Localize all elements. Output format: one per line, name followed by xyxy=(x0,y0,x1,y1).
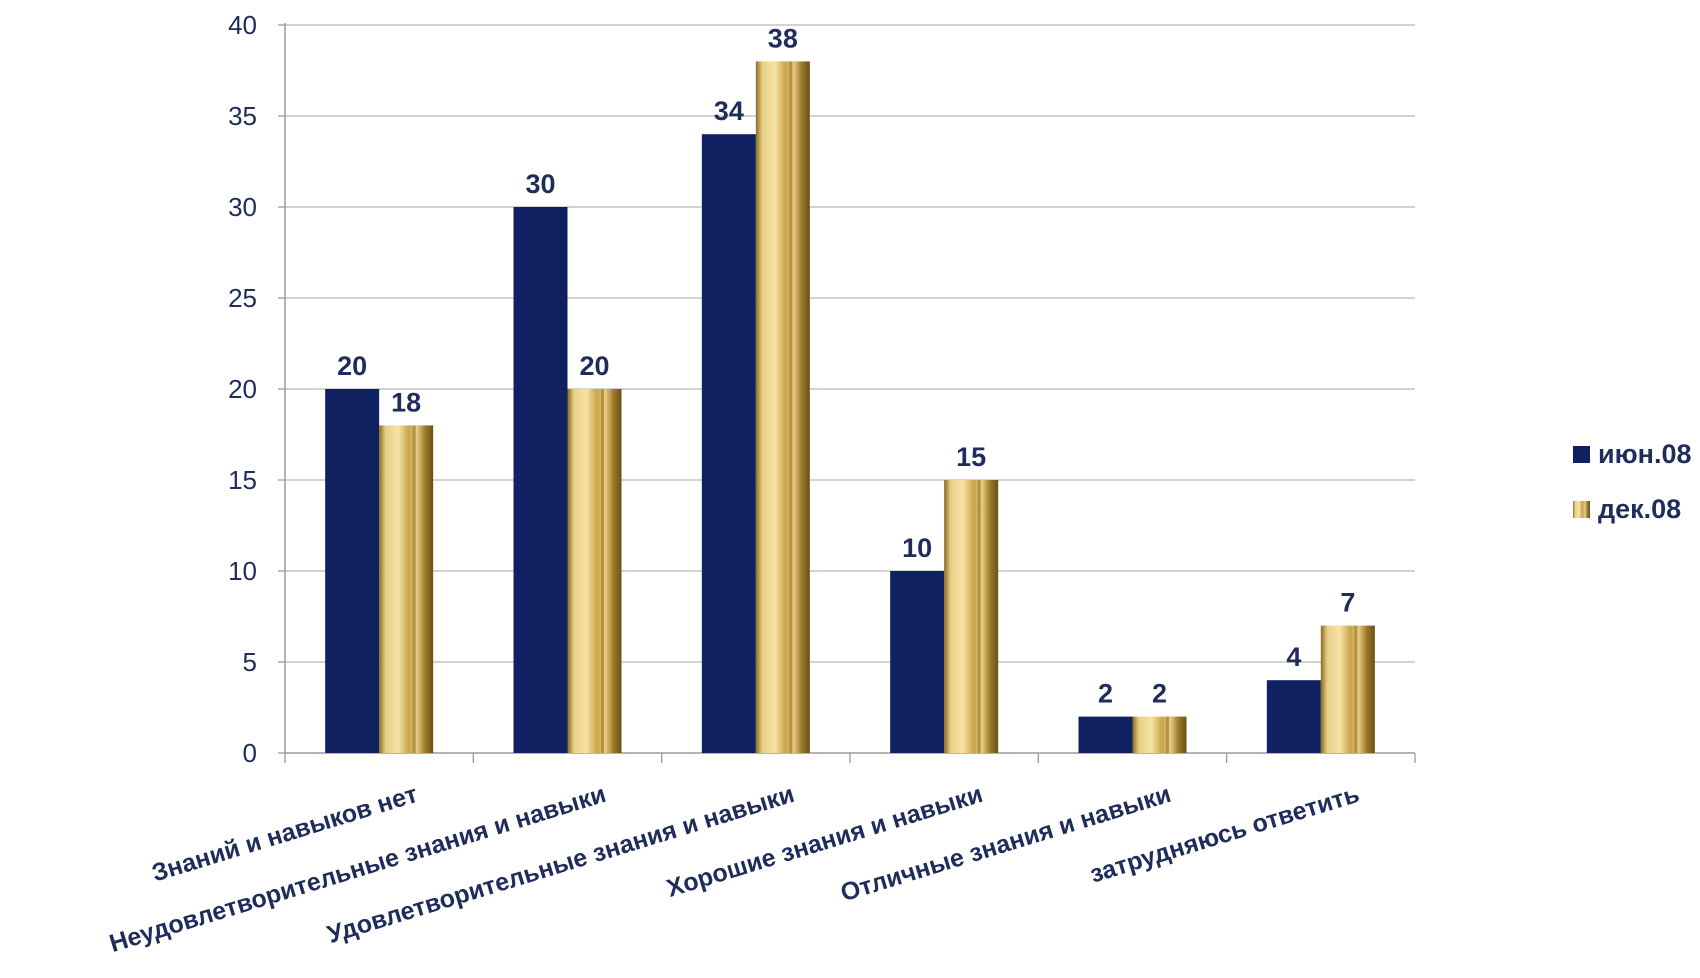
bar-dec08 xyxy=(755,61,810,753)
bar-jun08 xyxy=(1078,716,1133,753)
bar-highlight xyxy=(1354,625,1358,753)
y-tick-label: 5 xyxy=(243,647,257,677)
bar-dec08 xyxy=(944,480,999,753)
bar-jun08 xyxy=(1266,680,1321,753)
bar-highlight xyxy=(789,61,793,753)
legend-label: дек.08 xyxy=(1598,494,1681,524)
category-label: Хорошие знания и навыки xyxy=(664,780,986,903)
data-label: 20 xyxy=(579,351,609,381)
data-label: 2 xyxy=(1098,679,1113,709)
legend-label: июн.08 xyxy=(1598,439,1692,469)
bar-jun08 xyxy=(890,571,945,753)
data-label: 18 xyxy=(391,387,421,417)
bar-highlight xyxy=(977,480,981,753)
bar-dec08 xyxy=(567,389,622,753)
bar-jun08 xyxy=(701,134,756,753)
gridlines xyxy=(285,24,1415,663)
bar-dec08 xyxy=(379,425,434,753)
category-labels: Знаний и навыков нетНеудовлетворительные… xyxy=(106,780,1362,958)
y-tick-label: 35 xyxy=(228,101,257,131)
bars xyxy=(325,61,1375,753)
y-tick-label: 10 xyxy=(228,556,257,586)
data-label: 15 xyxy=(956,442,986,472)
y-tick-label: 25 xyxy=(228,283,257,313)
bar-jun08 xyxy=(513,207,568,753)
bar-highlight xyxy=(600,389,604,753)
y-tick-label: 30 xyxy=(228,192,257,222)
data-label: 2 xyxy=(1152,679,1167,709)
y-tick-label: 15 xyxy=(228,465,257,495)
y-tick-label: 0 xyxy=(243,738,257,768)
legend-swatch xyxy=(1573,446,1590,463)
bar-dec08 xyxy=(1132,716,1187,753)
data-label: 20 xyxy=(337,351,367,381)
data-label: 38 xyxy=(768,23,798,53)
bar-highlight xyxy=(412,425,416,753)
data-label: 34 xyxy=(714,96,744,126)
bar-dec08 xyxy=(1320,625,1375,753)
y-tick-label: 40 xyxy=(228,10,257,40)
data-label: 7 xyxy=(1340,588,1355,618)
y-tick-label: 20 xyxy=(228,374,257,404)
legend: июн.08 дек.08 xyxy=(1573,439,1692,524)
data-label: 4 xyxy=(1286,642,1301,672)
bar-highlight xyxy=(1165,716,1169,753)
legend-swatch xyxy=(1573,501,1590,518)
data-label: 10 xyxy=(902,533,932,563)
data-label: 30 xyxy=(525,169,555,199)
data-labels: 20 18 30 20 34 38 10 15 2 2 4 7 xyxy=(337,23,1355,708)
bar-jun08 xyxy=(325,389,380,753)
axes: 0 5 10 15 20 25 30 35 40 xyxy=(228,10,1416,768)
category-label: Отличные знания и навыки xyxy=(837,780,1174,907)
